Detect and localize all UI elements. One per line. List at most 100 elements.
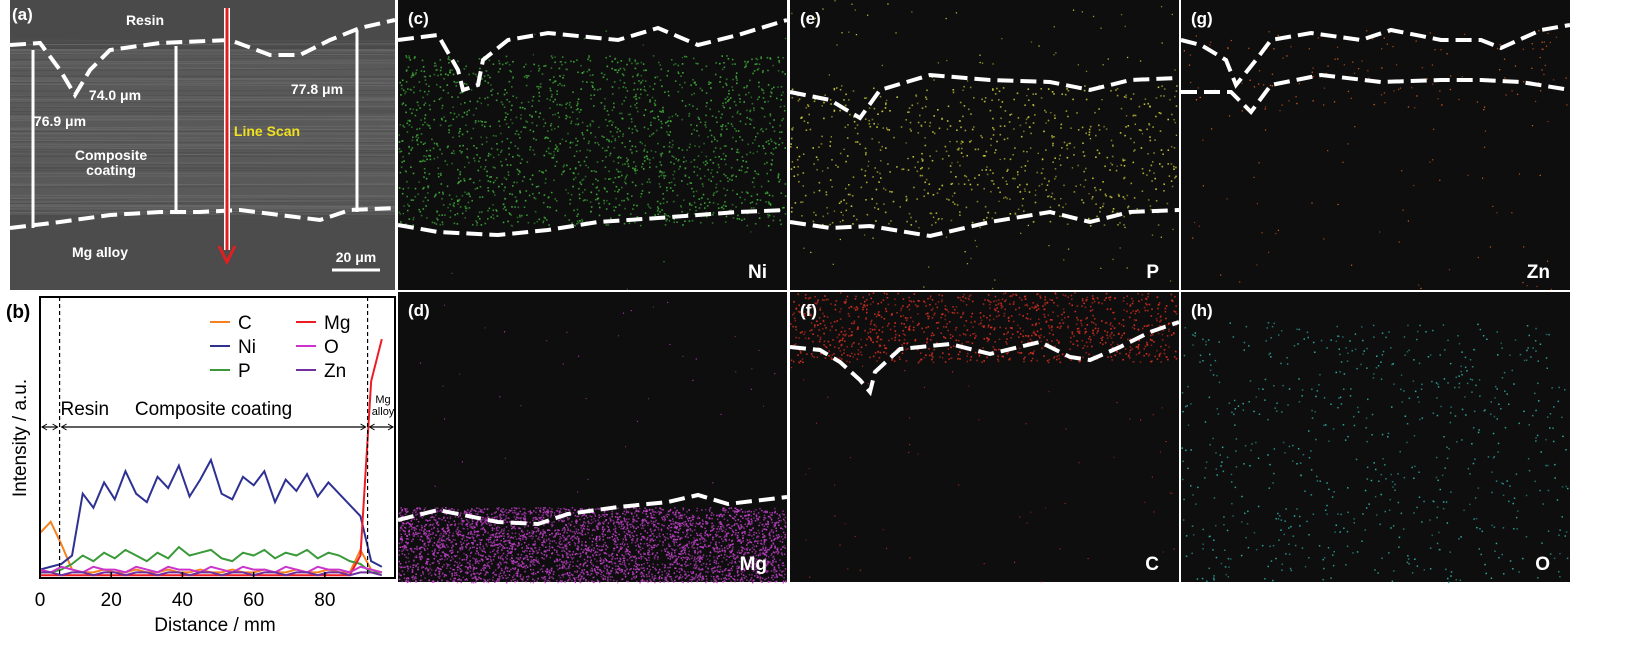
eds-dot — [1109, 169, 1111, 171]
texture — [9, 153, 396, 156]
eds-dot — [887, 3, 889, 5]
eds-dot — [624, 520, 626, 522]
eds-dot — [575, 137, 577, 140]
eds-dot — [999, 106, 1002, 108]
eds-dot — [1175, 175, 1177, 178]
eds-dot — [583, 569, 586, 571]
eds-dot — [1034, 194, 1037, 196]
eds-dot — [509, 542, 511, 544]
eds-dot — [1069, 142, 1071, 145]
eds-dot — [730, 555, 732, 557]
eds-dot — [516, 154, 519, 156]
eds-dot — [531, 537, 534, 540]
eds-dot — [424, 196, 427, 199]
eds-dot — [403, 126, 406, 128]
eds-dot — [436, 543, 438, 545]
eds-dot — [1020, 232, 1022, 234]
eds-dot — [1174, 69, 1176, 71]
eds-dot — [696, 564, 698, 567]
eds-dot — [535, 530, 538, 533]
eds-dot — [923, 195, 925, 198]
eds-dot — [865, 181, 868, 184]
eds-dot — [1003, 158, 1006, 160]
eds-dot — [751, 520, 753, 522]
eds-dot — [728, 98, 730, 101]
eds-dot — [568, 522, 570, 525]
eds-dot — [533, 153, 536, 156]
eds-dot — [603, 107, 606, 110]
eds-dot — [1531, 43, 1533, 45]
eds-dot — [1170, 180, 1173, 182]
eds-dot — [508, 80, 511, 83]
eds-dot — [671, 555, 673, 557]
eds-dot — [615, 185, 618, 188]
eds-dot — [654, 517, 656, 519]
eds-dot — [723, 187, 725, 190]
eds-dot — [398, 134, 400, 136]
eds-dot — [724, 125, 727, 127]
eds-dot — [661, 122, 663, 125]
eds-dot — [642, 79, 644, 82]
eds-dot — [425, 83, 428, 85]
eds-dot — [510, 545, 512, 547]
eds-dot — [488, 152, 490, 155]
eds-dot — [626, 525, 628, 528]
eds-dot — [711, 570, 713, 572]
eds-dot — [650, 530, 653, 533]
eds-dot — [521, 106, 524, 109]
sem-label: Mg alloy — [72, 244, 128, 260]
eds-dot — [637, 62, 639, 65]
eds-dot — [467, 520, 469, 522]
eds-dot — [480, 136, 482, 139]
eds-dot — [1381, 48, 1383, 50]
eds-dot — [818, 189, 821, 192]
eds-dot — [449, 210, 452, 212]
eds-dot — [696, 130, 698, 132]
eds-dot — [1146, 128, 1148, 131]
eds-dot — [602, 578, 605, 581]
eds-dot — [1096, 149, 1099, 152]
eds-dot — [772, 219, 775, 222]
eds-dot — [1136, 208, 1138, 210]
eds-dot — [452, 545, 454, 547]
eds-dot — [626, 63, 628, 66]
texture — [9, 200, 396, 203]
eds-dot — [405, 81, 408, 83]
eds-dot — [671, 548, 673, 550]
eds-dot — [407, 538, 410, 540]
eds-dot — [611, 60, 614, 63]
eds-dot — [414, 73, 417, 75]
eds-dot — [743, 101, 745, 103]
eds-dot — [917, 132, 920, 134]
eds-dot — [588, 68, 590, 71]
eds-dot — [515, 518, 517, 520]
eds-dot — [656, 552, 658, 554]
eds-dot — [1171, 13, 1173, 16]
eds-dot — [609, 178, 612, 180]
eds-dot — [648, 178, 650, 181]
eds-dot — [718, 515, 721, 518]
eds-dot — [759, 199, 762, 201]
eds-dot — [529, 178, 532, 181]
eds-dot — [734, 523, 736, 525]
eds-dot — [826, 212, 829, 215]
eds-dot — [492, 535, 495, 537]
eds-dot — [524, 536, 527, 538]
eds-dot — [419, 107, 421, 109]
eds-dot — [538, 546, 541, 549]
eds-dot — [1258, 70, 1261, 72]
eds-dot — [468, 193, 470, 195]
eds-dot — [1170, 163, 1173, 165]
eds-dot — [605, 56, 607, 59]
eds-dot — [579, 578, 582, 580]
eds-dot — [957, 149, 960, 151]
eds-dot — [649, 181, 651, 184]
eds-dot — [959, 120, 961, 122]
eds-dot — [519, 574, 522, 576]
eds-dot — [464, 102, 466, 104]
eds-dot — [622, 135, 624, 137]
eds-dot — [1298, 83, 1300, 85]
eds-dot — [969, 183, 972, 186]
eds-dot — [509, 537, 512, 539]
eds-dot — [566, 538, 568, 541]
